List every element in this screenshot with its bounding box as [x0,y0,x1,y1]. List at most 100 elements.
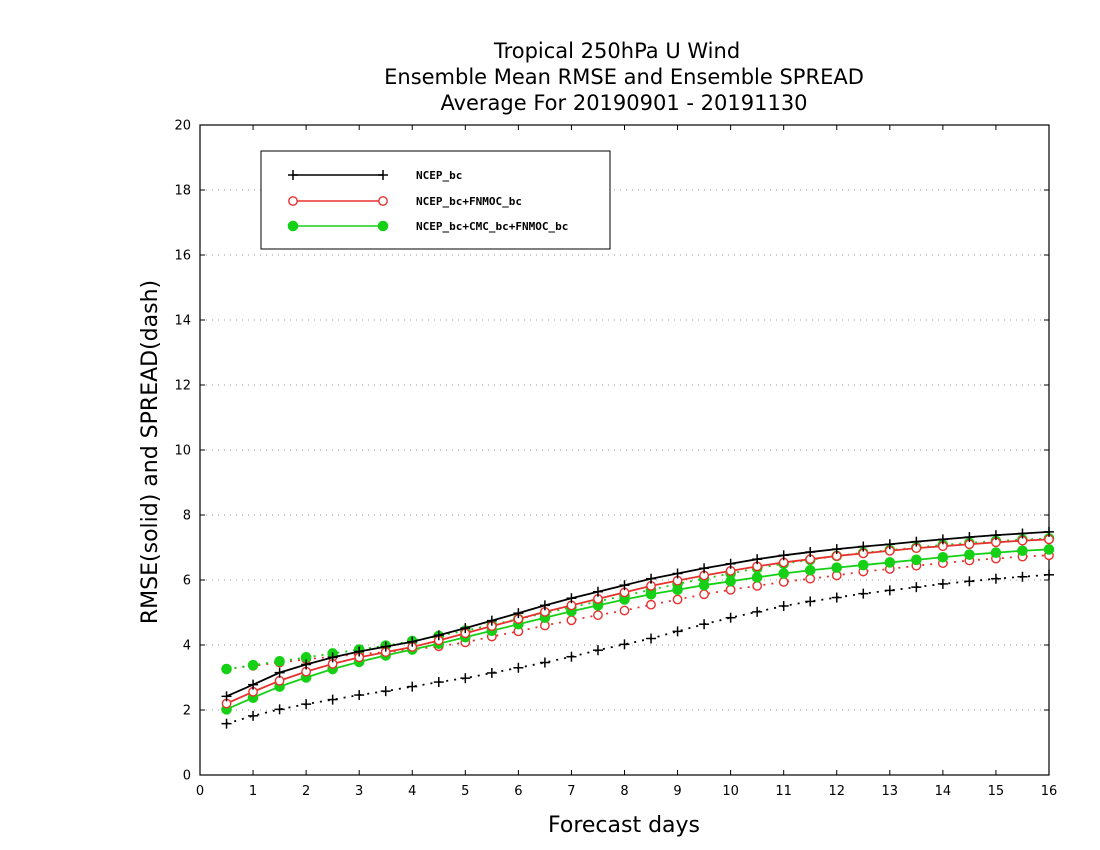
y-tick-label: 12 [174,379,191,394]
spread-point [990,573,1001,584]
rmse-line [226,531,1050,698]
rmse-point [698,579,710,591]
rmse-point [858,541,869,552]
spread-point [699,589,709,600]
spread-point [380,686,391,697]
rmse-point [911,554,922,566]
rmse-point [380,641,391,652]
rmse-point [699,563,710,574]
rmse-point [221,691,232,702]
rmse-point [1017,545,1028,557]
spread-point [805,573,816,584]
rmse-point [831,562,843,573]
spread-point [301,699,312,710]
x-axis-title: Forecast days [548,813,700,838]
legend-label: NCEP_bc+FNMOC_bc [416,195,522,208]
legend-marker [287,220,299,232]
grid [200,189,1049,711]
rmse-point [937,534,948,545]
legend-marker [377,220,389,232]
y-tick-label: 10 [174,444,191,459]
spread-point [539,657,550,668]
rmse-point [301,659,312,670]
rmse-point [592,586,603,597]
y-tick-label: 8 [183,509,191,524]
rmse-point [778,550,789,561]
spread-point [725,612,736,623]
rmse-point [460,623,471,634]
spread-point [221,663,232,675]
y-tick-label: 2 [183,704,191,719]
rmse-line [226,538,1050,705]
y-tick-label: 0 [183,769,191,784]
spread-point [699,619,710,630]
rmse-point [857,559,869,571]
rmse-point [911,536,922,547]
spread-point [646,633,657,644]
spread-point [513,662,524,673]
rmse-point [964,532,975,543]
rmse-point [433,630,444,641]
legend-entries: NCEP_bc NCEP_bc+FNMOC_bc NCEP_bc+CMC_bc+FN… [287,169,568,233]
legend-marker [288,170,298,180]
x-tick-label: 3 [355,784,363,799]
spread-point [646,599,656,610]
x-tick-label: 15 [988,784,1005,799]
y-tick-label: 18 [174,184,191,199]
rmse-point [327,652,338,663]
y-axis-title: RMSE(solid) and SPREAD(dash) [138,280,163,624]
x-tick-label: 1 [249,784,257,799]
legend-entry-2: NCEP_bc+CMC_bc+FNMOC_bc [287,220,568,233]
title-line-3: Average For 20190901 - 20191130 [440,91,807,115]
rmse-point [1043,544,1055,555]
legend-box [260,150,611,250]
rmse-point [805,547,816,558]
x-tick-label: 13 [882,784,899,799]
legend-entry-1: NCEP_bc+FNMOC_bc [288,195,522,208]
rmse-point [619,580,630,591]
spread-point [221,718,232,729]
spread-point [725,584,736,595]
spread-point [937,578,948,589]
series-rmse-1 [221,534,1054,709]
spread-point [964,576,975,587]
rmse-point [407,636,418,647]
x-tick-label: 12 [828,784,845,799]
spread-point [274,704,285,715]
spread-point [1017,571,1028,582]
rmse-point [751,572,763,583]
rmse-point [884,539,895,550]
spread-point [486,667,497,678]
spread-point [858,588,869,599]
spread-point [884,585,895,596]
x-tick-label: 10 [722,784,739,799]
spread-point [354,690,365,701]
x-tick-label: 16 [1041,784,1058,799]
rmse-point [778,568,789,579]
x-tick-label: 9 [673,784,681,799]
spread-point [433,677,444,688]
x-tick-label: 2 [302,784,310,799]
rmse-point [274,675,285,686]
spread-line [226,554,1050,670]
legend-label: NCEP_bc+CMC_bc+FNMOC_bc [416,220,568,233]
series-rmse-0 [221,526,1054,702]
rmse-point [804,564,816,576]
y-tick-labels: 0 2 4 6 8 10 12 14 16 18 20 [174,119,191,784]
chart-title: Tropical 250hPa U Wind Ensemble Mean RMS… [384,39,864,115]
spread-point [778,601,789,611]
spread-point [831,592,842,603]
spread-point [752,580,763,591]
rmse-point [1044,526,1054,537]
rmse-point [990,530,1001,541]
x-tick-label: 4 [408,784,416,799]
spread-point [274,655,285,667]
y-tick-label: 20 [174,119,191,134]
spread-point [1044,569,1054,580]
rmse-point [937,551,949,563]
title-line-2: Ensemble Mean RMSE and Ensemble SPREAD [384,65,864,89]
spread-point [619,605,630,616]
rmse-point [248,679,259,690]
axis-ticks [199,124,1050,776]
